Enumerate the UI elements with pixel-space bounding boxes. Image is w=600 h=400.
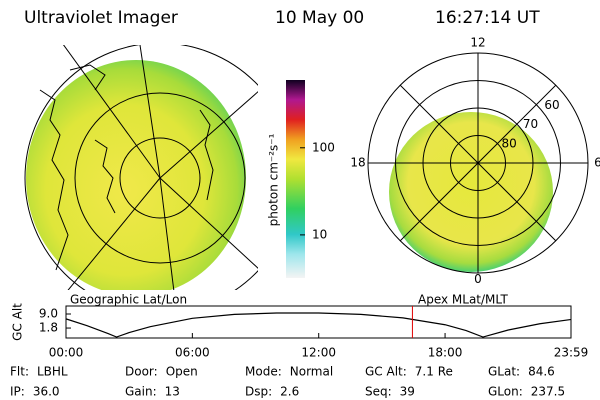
y-tick-label: 9.0 (39, 307, 58, 321)
right-map-label: Apex MLat/MLT (418, 293, 508, 307)
mlt-label: 0 (474, 272, 482, 286)
status-value: 13 (165, 385, 180, 399)
status-label: Flt: (10, 365, 29, 379)
date: 10 May 00 (275, 8, 364, 28)
status-label: IP: (10, 385, 25, 399)
lat-label: 70 (523, 117, 538, 131)
status-value: 84.6 (528, 365, 555, 379)
status-value: 39 (400, 385, 415, 399)
colorbar-tick-label: 10 (312, 227, 327, 241)
x-tick-label: 23:59 (554, 346, 589, 360)
lat-ring (395, 80, 561, 246)
y-tick-label: 1.8 (39, 321, 58, 335)
status-label: Seq: (365, 385, 392, 399)
polar-image (367, 52, 589, 274)
lat-label: 80 (501, 136, 516, 150)
status-value: 2.6 (280, 385, 299, 399)
left-map-label: Geographic Lat/Lon (70, 293, 187, 307)
status-value: Normal (290, 365, 333, 379)
x-tick-label: 12:00 (301, 346, 336, 360)
lat-label: 60 (544, 98, 559, 112)
status-value: 7.1 Re (415, 365, 453, 379)
colorbar-tick-label: 100 (312, 140, 335, 154)
status-label: GLat: (488, 365, 520, 379)
status-value: 36.0 (33, 385, 60, 399)
title: Ultraviolet Imager (24, 8, 178, 28)
status-value: LBHL (37, 365, 68, 379)
mlt-label: 6 (594, 156, 600, 170)
status-label: GLon: (488, 385, 523, 399)
colorbar (286, 80, 305, 278)
status-label: Door: (125, 365, 158, 379)
mlt-label: 12 (470, 36, 485, 50)
altitude-line (65, 312, 572, 338)
lat-ring (450, 135, 506, 191)
y-axis-label: GC Alt (11, 303, 25, 341)
status-value: Open (166, 365, 198, 379)
x-tick-label: 00:00 (49, 346, 84, 360)
x-tick-label: 06:00 (175, 346, 210, 360)
x-tick-label: 18:00 (428, 346, 463, 360)
status-value: 237.5 (531, 385, 565, 399)
mlt-label: 18 (350, 156, 365, 170)
colorbar-label: photon cm⁻²s⁻¹ (267, 133, 281, 226)
lat-ring (422, 107, 534, 219)
status-label: Gain: (125, 385, 157, 399)
geographic-image (24, 45, 258, 290)
status-label: Mode: (245, 365, 282, 379)
status-label: Dsp: (245, 385, 272, 399)
status-label: GC Alt: (365, 365, 407, 379)
time: 16:27:14 UT (435, 8, 540, 28)
